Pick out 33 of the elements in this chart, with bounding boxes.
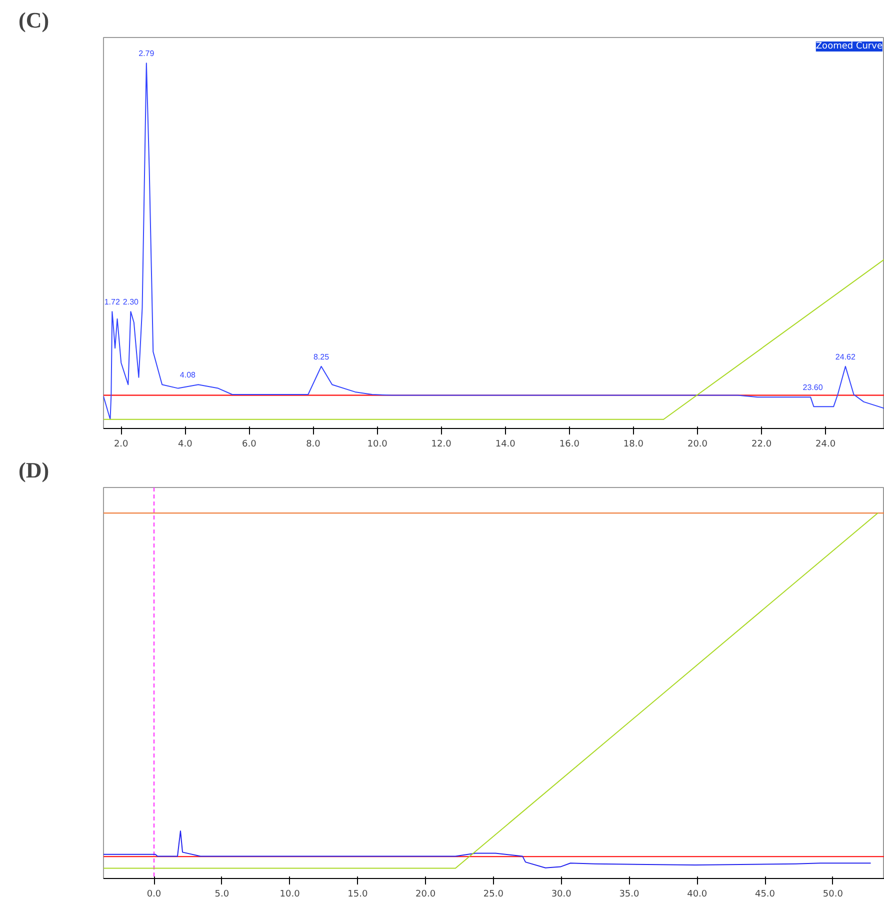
x-tick-label: 6.0	[242, 440, 257, 450]
chart-title: (C)	[18, 8, 50, 32]
annotation: 1.72	[104, 298, 120, 307]
x-tick-label: 5.0	[214, 890, 230, 900]
annotation: 2.30	[122, 298, 140, 307]
x-tick-label: 8.0	[306, 440, 321, 450]
x-tick-label: 12.0	[431, 440, 452, 450]
x-tick-label: 18.0	[623, 440, 644, 450]
x-tick-label: 20.0	[416, 890, 436, 900]
annotation: 8.25	[313, 352, 330, 362]
annotation: 2.79	[138, 49, 155, 58]
x-tick-label: 25.0	[483, 890, 504, 900]
x-tick-label: 16.0	[559, 440, 580, 450]
x-tick-label: 14.0	[495, 440, 516, 450]
chart-title: (D)	[18, 458, 50, 482]
annotation: 23.60	[802, 383, 824, 392]
x-tick-label: 50.0	[822, 890, 844, 900]
x-tick-label: 10.0	[280, 890, 300, 900]
x-tick-label: 24.0	[816, 440, 836, 450]
text: Zoomed Curve	[816, 42, 883, 52]
x-tick-label: 20.0	[687, 440, 708, 450]
x-tick-label: 0.0	[146, 890, 162, 900]
x-tick-label: 10.0	[367, 440, 388, 450]
x-tick-label: 45.0	[754, 890, 776, 900]
x-tick-label: 4.0	[178, 440, 193, 450]
annotation: 24.62	[835, 352, 856, 362]
x-tick-label: 22.0	[752, 440, 772, 450]
x-tick-label: 35.0	[619, 890, 640, 900]
annotation: 4.08	[180, 370, 196, 380]
x-tick-label: 2.0	[114, 440, 129, 450]
x-tick-label: 40.0	[687, 890, 708, 900]
x-tick-label: 15.0	[348, 890, 368, 900]
x-tick-label: 30.0	[551, 890, 572, 900]
